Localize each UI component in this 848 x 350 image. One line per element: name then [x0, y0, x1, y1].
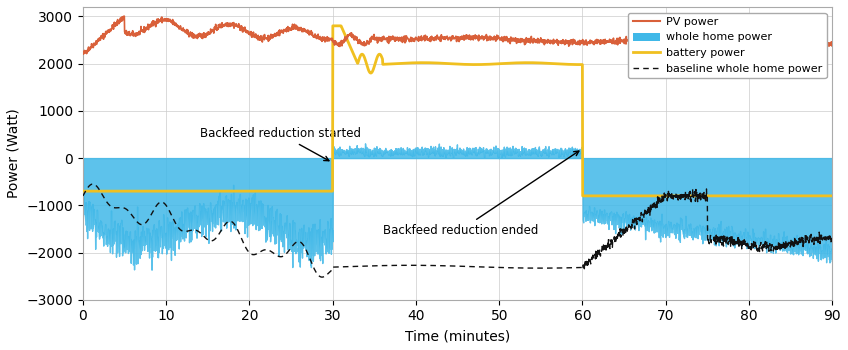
Legend: PV power, whole home power, battery power, baseline whole home power: PV power, whole home power, battery powe… [628, 13, 827, 78]
X-axis label: Time (minutes): Time (minutes) [405, 329, 510, 343]
Text: Backfeed reduction ended: Backfeed reduction ended [382, 151, 579, 237]
Y-axis label: Power (Watt): Power (Watt) [7, 108, 21, 198]
Text: Backfeed reduction started: Backfeed reduction started [199, 127, 360, 161]
